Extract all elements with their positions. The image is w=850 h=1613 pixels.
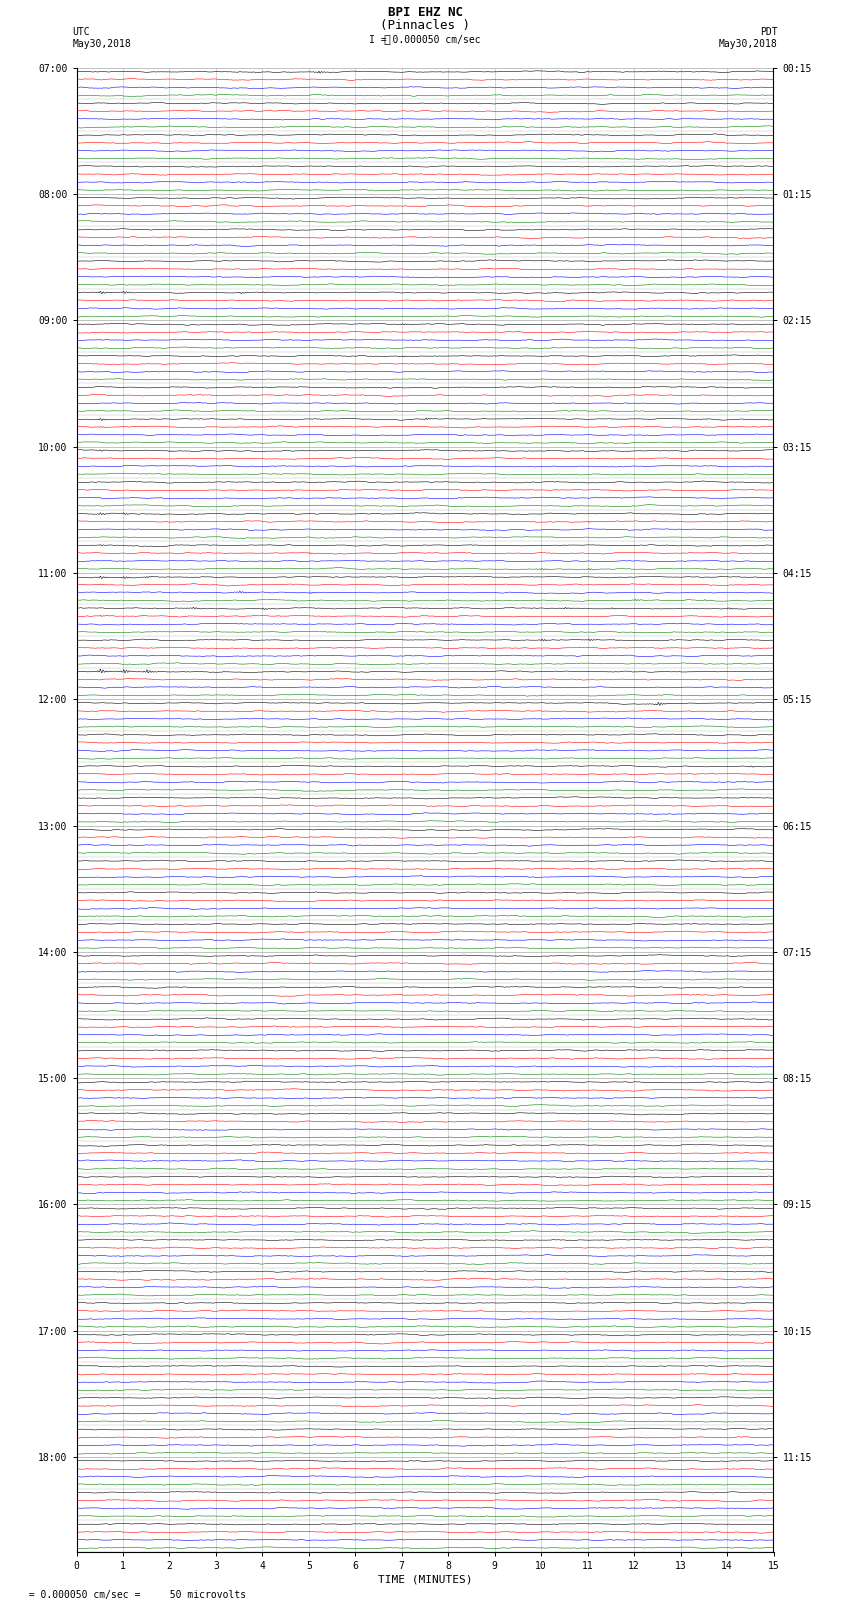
Text: May30,2018: May30,2018 bbox=[72, 39, 131, 48]
Text: BPI EHZ NC: BPI EHZ NC bbox=[388, 6, 462, 19]
Text: = 0.000050 cm/sec =     50 microvolts: = 0.000050 cm/sec = 50 microvolts bbox=[17, 1590, 246, 1600]
Text: I = 0.000050 cm/sec: I = 0.000050 cm/sec bbox=[369, 35, 481, 45]
Text: PDT: PDT bbox=[760, 27, 778, 37]
X-axis label: TIME (MINUTES): TIME (MINUTES) bbox=[377, 1574, 473, 1586]
Text: UTC: UTC bbox=[72, 27, 90, 37]
Text: (Pinnacles ): (Pinnacles ) bbox=[380, 19, 470, 32]
Text: May30,2018: May30,2018 bbox=[719, 39, 778, 48]
Text: ⏐: ⏐ bbox=[383, 35, 390, 45]
